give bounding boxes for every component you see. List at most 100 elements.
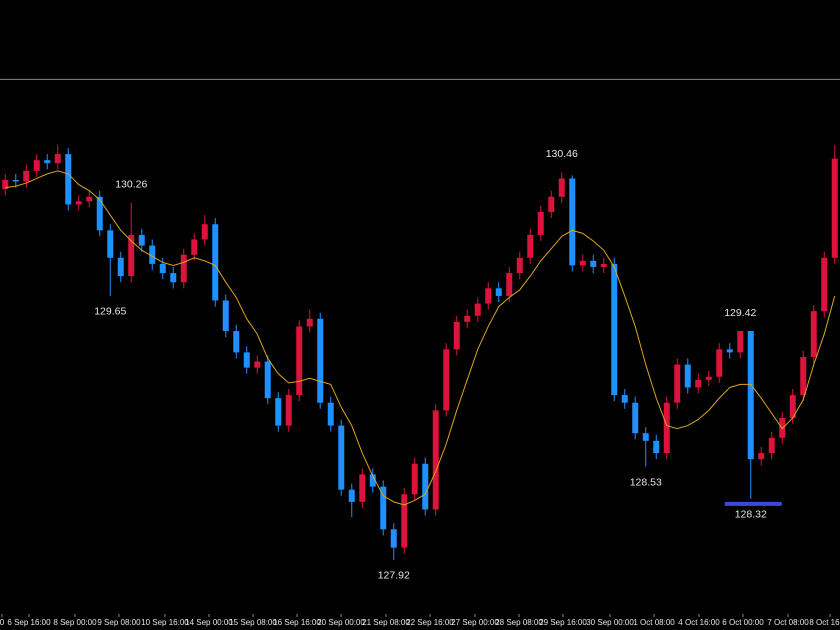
candle-body	[726, 349, 733, 353]
candle-body	[443, 349, 450, 411]
candle-body	[558, 178, 565, 197]
candle-body	[474, 303, 481, 316]
candle-body	[212, 224, 219, 301]
candle-body	[359, 474, 366, 502]
candle-body	[233, 331, 240, 353]
moving-average-line	[5, 170, 836, 506]
candle-body	[254, 361, 261, 368]
candle-body	[485, 288, 492, 304]
x-tick-label: 8 Sep 00:00	[53, 618, 97, 627]
candle-body	[107, 230, 114, 258]
candle-body	[495, 288, 502, 296]
candle-body	[306, 318, 313, 327]
candle-body	[831, 158, 838, 258]
candle-body	[506, 273, 513, 296]
candle-body	[411, 463, 418, 495]
x-tick-label: 30 Sep 00:00	[586, 618, 634, 627]
candle-body	[642, 433, 649, 441]
candle-body	[117, 257, 124, 277]
candle-body	[695, 379, 702, 388]
candle-body	[201, 224, 208, 240]
candle-body	[285, 395, 292, 426]
price-label: 129.65	[94, 306, 126, 318]
candle-body	[390, 529, 397, 548]
candle-body	[44, 160, 51, 164]
candle-body	[527, 234, 534, 258]
x-tick-label: 10 Sep 16:00	[141, 618, 189, 627]
candle-body	[516, 257, 523, 274]
candle-body	[422, 463, 429, 510]
x-tick-label: 1 Oct 08:00	[633, 618, 675, 627]
candle-body	[12, 180, 19, 182]
candle-body	[674, 364, 681, 403]
candle-body	[33, 160, 40, 171]
candle-body	[65, 154, 72, 205]
candle-body	[275, 398, 282, 426]
candle-body	[369, 474, 376, 487]
candle-body	[747, 331, 754, 460]
candle-body	[611, 263, 618, 396]
candle-body	[149, 245, 156, 264]
x-tick-label: 6 Sep 16:00	[7, 618, 51, 627]
price-label: 130.46	[546, 148, 578, 160]
x-tick-label: 29 Sep 16:00	[539, 618, 587, 627]
price-label: 130.26	[115, 179, 147, 191]
candle-body	[180, 254, 187, 283]
candle-body	[737, 331, 744, 353]
candle-body	[54, 154, 61, 164]
x-tick-label: 14 Sep 00:00	[185, 618, 233, 627]
candle-body	[590, 260, 597, 267]
candle-body	[684, 364, 691, 388]
candle-body	[653, 440, 660, 454]
candle-body	[579, 260, 586, 266]
candle-body	[663, 402, 670, 454]
candle-body	[569, 178, 576, 266]
x-tick-label: 27 Sep 00:00	[451, 618, 499, 627]
x-tick-label: 20 Sep 00:00	[317, 618, 365, 627]
candle-body	[170, 273, 177, 283]
x-tick-label: 28 Sep 08:00	[495, 618, 543, 627]
candle-body	[128, 234, 135, 277]
candle-body	[96, 196, 103, 231]
candle-body	[243, 352, 250, 368]
x-tick-label: 4 Oct 16:00	[678, 618, 720, 627]
candle-body	[296, 326, 303, 396]
candle-body	[548, 196, 555, 213]
x-tick-label: 7 Oct 08:00	[767, 618, 809, 627]
x-tick-label: 6 Oct 00:00	[722, 618, 764, 627]
candle-body	[159, 263, 166, 274]
candle-body	[453, 321, 460, 350]
candle-body	[600, 263, 607, 267]
x-tick-label: 21 Sep 08:00	[362, 618, 410, 627]
candle-body	[768, 437, 775, 454]
price-label: 128.32	[735, 509, 767, 521]
candle-body	[348, 489, 355, 502]
x-tick-label: 16 Sep 16:00	[273, 618, 321, 627]
candle-body	[621, 395, 628, 403]
candle-body	[821, 257, 828, 312]
candle-body	[191, 239, 198, 255]
price-label: 127.92	[378, 570, 410, 582]
candle-body	[75, 201, 82, 205]
candle-body	[327, 402, 334, 426]
candle-body	[317, 318, 324, 403]
candle-body	[86, 196, 93, 202]
x-tick-label: 15 Sep 08:00	[229, 618, 277, 627]
candle-body	[758, 453, 765, 460]
candle-body	[338, 425, 345, 490]
candle-body	[716, 349, 723, 377]
candle-body	[401, 494, 408, 548]
x-tick-label: 9 Sep 08:00	[97, 618, 141, 627]
price-label: 129.42	[724, 307, 756, 319]
candle-body	[23, 170, 30, 182]
candle-body	[537, 212, 544, 235]
price-label: 128.53	[630, 477, 662, 489]
x-tick-label: 22 Sep 16:00	[406, 618, 454, 627]
candle-body	[264, 361, 271, 399]
candle-body	[789, 395, 796, 418]
candle-body	[138, 234, 145, 246]
candle-body	[380, 486, 387, 530]
candle-body	[432, 410, 439, 510]
x-tick-label: 8 Oct 16:00	[809, 618, 840, 627]
